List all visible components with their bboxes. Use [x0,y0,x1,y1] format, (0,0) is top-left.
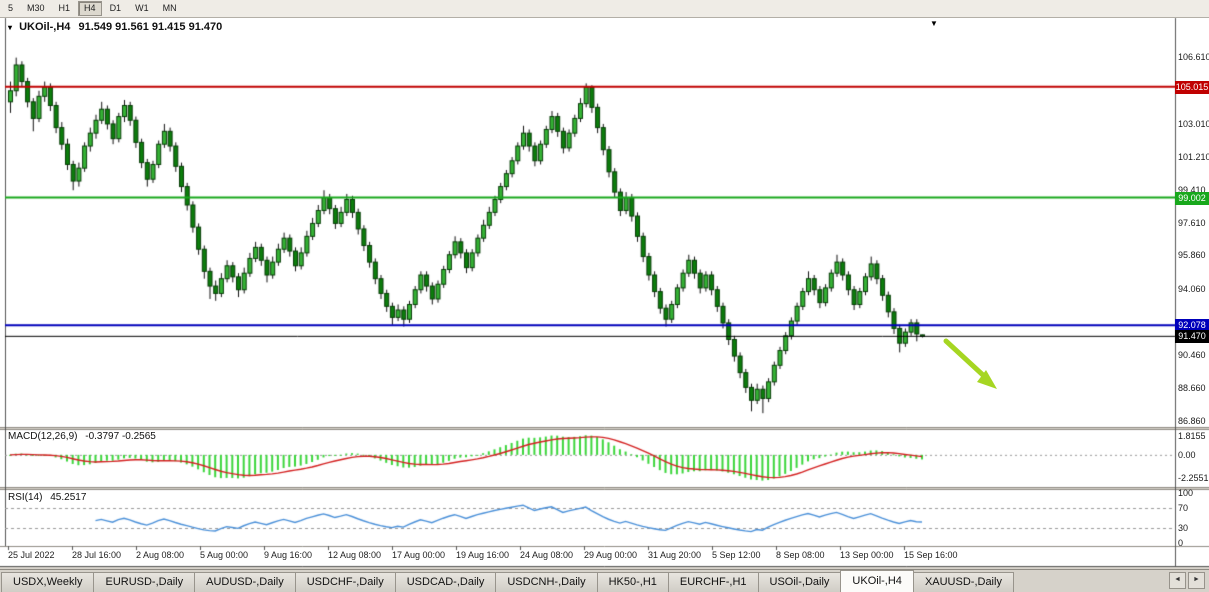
timeframe-button-h4[interactable]: H4 [78,1,102,16]
rsi-tick-label: 100 [1178,488,1194,498]
price-tick-label: 99.410 [1178,185,1206,196]
tab-xauusd-daily[interactable]: XAUUSD-,Daily [912,572,1014,592]
price-tick-label: 101.210 [1178,151,1209,162]
tab-usdchf-daily[interactable]: USDCHF-,Daily [294,572,396,592]
price-tick-label: 95.860 [1178,250,1206,261]
tab-eurchf-h1[interactable]: EURCHF-,H1 [667,572,759,592]
tab-hk50-h1[interactable]: HK50-,H1 [596,572,669,592]
timeframe-button-h1[interactable]: H1 [58,3,71,13]
timeframe-button-w1[interactable]: W1 [135,3,149,13]
tab-usdcad-daily[interactable]: USDCAD-,Daily [394,572,497,592]
time-label: 8 Sep 08:00 [776,550,825,560]
price-tick-label: 90.460 [1178,349,1206,360]
macd-tick-label: 1.8155 [1178,430,1206,441]
time-label: 25 Jul 2022 [8,550,55,560]
price-badge: 99.002 [1175,191,1209,205]
tab-scroll-box: ◄ ► [1169,572,1209,592]
chart-tab-bar: USDX,Weekly EURUSD-,Daily AUDUSD-,Daily USD… [0,569,1209,592]
macd-label-row: MACD(12,26,9) -0.3797 -0.2565 [8,431,156,442]
symbol-dropdown-icon[interactable]: ▾ [8,23,13,32]
time-label: 12 Aug 08:00 [328,550,382,560]
macd-label: MACD(12,26,9) [8,431,78,442]
timeframe-toolbar: 5 M30 H1 H4 D1 W1 MN [0,0,1209,18]
time-label: 29 Aug 00:00 [584,550,638,560]
price-tick-label: 88.660 [1178,383,1206,394]
price-tick-label: 94.060 [1178,283,1206,294]
tab-eurusd-daily[interactable]: EURUSD-,Daily [93,572,196,592]
timeframe-button-d1[interactable]: D1 [109,3,122,13]
price-badge: 105.015 [1175,80,1209,94]
tab-usdcnh-daily[interactable]: USDCNH-,Daily [495,572,598,592]
tab-scroll-left-icon[interactable]: ◄ [1169,572,1186,589]
timeframe-button-mn[interactable]: MN [162,3,177,13]
price-tick-label: 86.860 [1178,416,1206,427]
macd-values: -0.3797 -0.2565 [85,431,156,442]
timeframe-button-5[interactable]: 5 [8,3,14,13]
rsi-value: 45.2517 [50,492,87,503]
rsi-label-row: RSI(14) 45.2517 [8,492,86,503]
time-label: 31 Aug 20:00 [648,550,702,560]
price-badge: 91.470 [1175,330,1209,344]
rsi-label: RSI(14) [8,492,43,503]
tab-audusd-daily[interactable]: AUDUSD-,Daily [194,572,296,592]
time-label: 24 Aug 08:00 [520,550,574,560]
price-tick-label: 106.610 [1178,52,1209,63]
macd-tick-label: -2.2551 [1178,473,1209,484]
tab-scroll-right-icon[interactable]: ► [1188,572,1205,589]
timeframe-button-m30[interactable]: M30 [27,3,45,13]
time-label: 5 Aug 00:00 [200,550,249,560]
chart-shift-marker-icon[interactable]: ▼ [930,19,938,28]
time-label: 9 Aug 16:00 [264,550,313,560]
time-label: 28 Jul 16:00 [72,550,122,560]
tab-ukoil-h4[interactable]: UKOil-,H4 [840,570,914,592]
time-label: 13 Sep 00:00 [840,550,894,560]
price-tick-label: 103.010 [1178,118,1209,129]
time-label: 15 Sep 16:00 [904,550,958,560]
chart-symbol-timeframe: UKOil-,H4 [19,21,71,33]
time-label: 17 Aug 00:00 [392,550,446,560]
tab-usdx-weekly[interactable]: USDX,Weekly [1,572,95,592]
price-axis[interactable]: 106.610 103.010 101.210 99.410 97.610 95.860 9… [1175,0,1209,566]
rsi-tick-label: 0 [1178,538,1184,548]
chart-title: ▾ UKOil-,H4 91.549 91.561 91.415 91.470 [8,21,222,33]
rsi-tick-label: 30 [1178,523,1189,533]
chart-ohlc-values: 91.549 91.561 91.415 91.470 [78,21,223,33]
time-label: 19 Aug 16:00 [456,550,510,560]
price-badge: 92.078 [1175,319,1209,333]
time-axis[interactable]: 25 Jul 2022 28 Jul 16:00 2 Aug 08:00 5 Aug … [0,548,1175,566]
tab-usoil-daily[interactable]: USOil-,Daily [757,572,842,592]
macd-tick-label: 0.00 [1178,449,1196,460]
price-tick-label: 97.610 [1178,218,1206,229]
rsi-tick-label: 70 [1178,503,1189,513]
time-label: 2 Aug 08:00 [136,550,185,560]
time-label: 5 Sep 12:00 [712,550,761,560]
